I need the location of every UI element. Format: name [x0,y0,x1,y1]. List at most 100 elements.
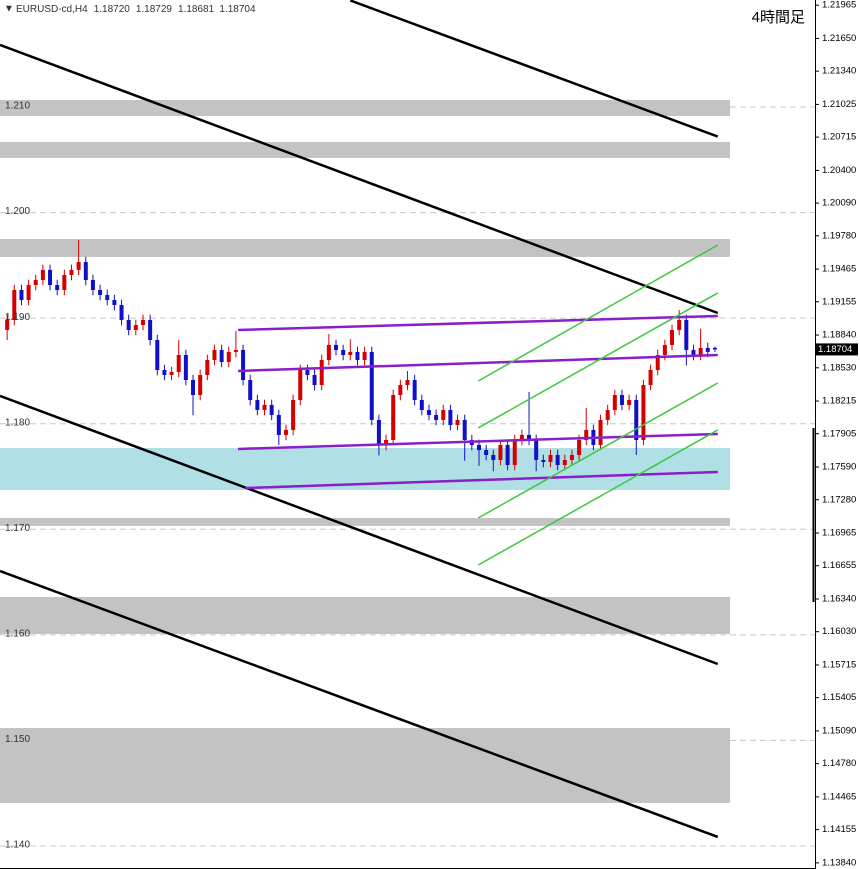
candle-body [269,404,274,415]
y-tick-label: 1.21025 [822,99,856,110]
candle-body [241,349,246,381]
candle-body [33,279,38,286]
current-price-label: 1.18704 [818,344,852,355]
symbol: EURUSD-cd,H4 [16,4,88,15]
y-tick-label-left: 1.150 [5,734,30,745]
candle-body [283,429,288,435]
candle-body [391,395,396,440]
candle-body [348,351,353,356]
candle-body [355,351,360,360]
candle-body [498,444,503,460]
y-tick-label: 1.19155 [822,296,856,307]
candle-body [48,269,53,286]
candle-body [98,289,103,295]
candle-body [677,319,682,330]
y-tick-label: 1.21340 [822,66,856,77]
y-tick-label: 1.17905 [822,428,856,439]
candle-body [205,359,210,375]
candle-body [598,419,603,445]
candle-body [219,349,224,362]
candle-body [191,380,196,396]
candle-body [577,439,582,455]
candle-body [69,269,74,275]
candle-body [512,439,517,466]
y-tick-label: 1.20715 [822,132,856,143]
candle-body [198,374,203,396]
candle-body [291,399,296,430]
candle-body [441,410,446,420]
candle-body [484,450,489,455]
header-value: 1.18720 [94,4,131,15]
candle-body [448,410,453,425]
candle-body [712,347,717,350]
candle-body [670,329,675,345]
candle-body [169,372,174,375]
y-tick-label: 1.14780 [822,758,856,769]
candle-body [105,294,110,301]
trend-line [477,244,719,382]
candle-body [312,374,317,385]
y-tick-label: 1.15405 [822,692,856,703]
y-tick-label: 1.19780 [822,230,856,241]
candle-body [534,439,539,460]
candle-body [619,395,624,405]
y-tick-label-left: 1.180 [5,417,30,428]
candle-body [212,349,217,360]
candle-body [148,319,153,341]
candle-body [455,419,460,425]
candle-body [419,399,424,411]
zones [0,99,730,803]
y-tick-label: 1.21965 [822,0,856,11]
trend-line [477,429,719,566]
candle-body [505,444,510,466]
candle-body [555,454,560,466]
candle-body [90,279,95,290]
candle-body [648,370,653,385]
candle-body [527,434,532,440]
candle-body [133,325,138,330]
current-price-box [816,343,858,356]
y-tick-label: 1.15090 [822,725,856,736]
candle-body [548,454,553,462]
candle-body [541,459,546,462]
chart-title: 4時間足 [752,9,805,26]
header-value: 1.18704 [219,4,256,15]
y-tick-label: 1.18215 [822,396,856,407]
candle-body [655,355,660,371]
candle-body [426,410,431,415]
header: EURUSD-cd,H4 1.18720 1.18729 1.18681 1.18704 [16,4,256,15]
candle-body [584,429,589,440]
candle-body [491,454,496,460]
candle-body [369,351,374,420]
candle-body [569,454,574,460]
candle-body [398,384,403,396]
y-tick-label: 1.20090 [822,198,856,209]
trend-line [477,292,719,429]
y-tick-label: 1.20400 [822,165,856,176]
candle-body [255,399,260,411]
candle-body [233,349,238,352]
y-tick-label: 1.16340 [822,593,856,604]
trend-line [477,382,719,519]
candle-body [126,319,131,330]
candle-body [698,347,703,356]
candle-body [519,434,524,440]
y-tick-label: 1.17590 [822,462,856,473]
axis: 1.210 1.200 1.190 1.180 1.170 1.160 1.150 1.140… [5,0,858,868]
y-tick-label-left: 1.200 [5,206,30,217]
trend-line [0,43,719,315]
trend-line [238,314,718,332]
candle-body [562,459,567,466]
y-tick-label: 1.14155 [822,824,856,835]
candle-body [641,384,646,440]
candle-body [627,399,632,405]
trend-line [238,353,718,373]
candle-body [476,444,481,451]
candle-body [612,395,617,411]
candle-body [384,439,389,445]
y-tick-label-left: 1.210 [5,101,30,112]
candle-body [305,370,310,375]
candle-body [76,262,81,270]
candle-body [62,274,67,290]
candle-body [691,349,696,356]
